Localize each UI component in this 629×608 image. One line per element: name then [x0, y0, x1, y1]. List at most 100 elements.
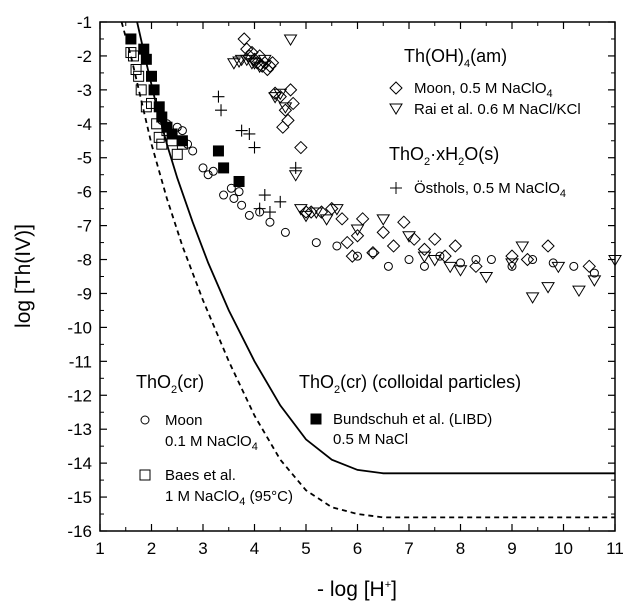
plus-point	[235, 124, 248, 137]
y-tick-label: -13	[67, 420, 92, 439]
y-tick-label: -8	[77, 251, 92, 270]
plus-point	[243, 127, 256, 140]
marks-layer	[125, 32, 622, 304]
plus-point	[263, 206, 276, 219]
diamond-point	[386, 239, 401, 253]
circle-point	[353, 251, 362, 261]
circle-point	[368, 248, 378, 258]
diamond-point	[276, 120, 290, 134]
circle-point	[528, 255, 538, 265]
triangle-point	[330, 204, 344, 216]
heading-tho2-cr: ThO2(cr)	[136, 372, 204, 396]
diamond-point	[237, 32, 251, 46]
dashed-solubility-curve	[120, 21, 615, 519]
diamond-point	[340, 235, 354, 250]
circle-point	[280, 227, 290, 237]
plus-point	[248, 141, 261, 154]
ticks-layer: 1 2 3 4 5 6 7 8 9 10 11 -1 -2 -3 -4 -5 -6 -7 -8 -9 -10 -11 -12…	[67, 13, 623, 558]
diamond-point	[376, 225, 390, 240]
filled-square-point	[166, 128, 178, 140]
circle-point	[486, 255, 496, 265]
diamond-point	[397, 215, 411, 229]
filled-square-point	[146, 70, 157, 82]
filled-square-point	[153, 101, 165, 113]
filled-square-point	[156, 111, 168, 123]
x-tick-label: 9	[507, 539, 516, 558]
circle-point	[198, 163, 208, 173]
legend-triangle-marker	[389, 103, 403, 115]
square-point	[133, 70, 145, 82]
circle-point	[311, 238, 321, 248]
legend-square-marker	[139, 469, 151, 481]
diamond-point	[428, 232, 442, 246]
y-tick-label: -11	[69, 352, 92, 371]
circle-point	[456, 258, 465, 268]
circle-point	[435, 251, 445, 261]
y-tick-label: -2	[77, 47, 92, 66]
triangle-point	[299, 210, 313, 223]
x-tick-label: 1	[95, 539, 104, 558]
triangle-point	[268, 92, 282, 104]
y-tick-label: -10	[67, 318, 92, 337]
diamond-point	[283, 83, 298, 97]
square-point	[125, 47, 137, 59]
legend-bund-2: 0.5 M NaCl	[333, 431, 408, 448]
x-tick-label: 11	[606, 539, 624, 558]
triangle-point	[525, 292, 540, 304]
triangle-point	[278, 102, 293, 114]
square-point	[171, 148, 183, 160]
circle-point	[419, 261, 429, 271]
circle-point	[548, 258, 558, 268]
triangle-point	[427, 255, 442, 267]
triangle-point	[293, 204, 308, 216]
filled-square-point	[233, 175, 245, 187]
x-tick-label: 8	[456, 539, 465, 558]
diamond-point	[448, 239, 463, 253]
diamond-point	[286, 96, 300, 111]
triangle-point	[350, 224, 365, 236]
y-tick-label: -14	[67, 454, 92, 473]
legend-plus-marker	[390, 182, 402, 194]
circle-point	[237, 200, 247, 210]
square-point	[127, 50, 139, 62]
circle-point	[589, 268, 599, 278]
circle-point	[383, 261, 393, 271]
legend-moon-circle-1: Moon	[165, 412, 203, 429]
circle-point	[208, 166, 218, 176]
legend-osthols: Östhols, 0.5 M NaClO4	[414, 179, 566, 200]
plus-point	[258, 189, 271, 202]
square-point	[130, 64, 142, 76]
circle-point	[177, 126, 187, 136]
triangle-point	[309, 207, 324, 219]
triangle-point	[453, 265, 468, 277]
x-tick-label: 10	[554, 539, 573, 558]
plus-point	[274, 195, 287, 208]
square-point	[153, 131, 165, 143]
diamond-point	[541, 239, 555, 253]
diamond-point	[335, 212, 349, 226]
heading-tho2-xh2o: ThO2·xH2O(s)	[389, 144, 499, 168]
triangle-point	[283, 34, 298, 46]
triangle-point	[252, 61, 267, 74]
y-tick-label: -5	[77, 149, 92, 168]
filled-square-point	[125, 33, 137, 45]
circle-point	[404, 255, 414, 265]
legend-moon-circle-2: 0.1 M NaClO4	[165, 433, 258, 453]
legend-moon-diamond: Moon, 0.5 M NaClO4	[414, 80, 553, 100]
circle-point	[471, 255, 481, 265]
y-tick-label: -9	[77, 284, 92, 303]
plot-frame	[99, 21, 616, 532]
x-tick-label: 4	[250, 539, 259, 558]
triangle-point	[443, 261, 458, 274]
diamond-point	[281, 113, 295, 128]
y-axis-label: log [Th(IV)]	[12, 224, 35, 328]
circle-point	[332, 241, 342, 251]
triangle-point	[587, 275, 602, 287]
triangle-point	[257, 54, 272, 67]
y-tick-label: -6	[77, 183, 92, 202]
y-tick-label: -1	[77, 13, 92, 32]
plus-point	[215, 104, 228, 117]
legend-diamond-marker	[389, 81, 403, 95]
triangle-point	[551, 261, 566, 274]
diamond-point	[314, 205, 329, 219]
